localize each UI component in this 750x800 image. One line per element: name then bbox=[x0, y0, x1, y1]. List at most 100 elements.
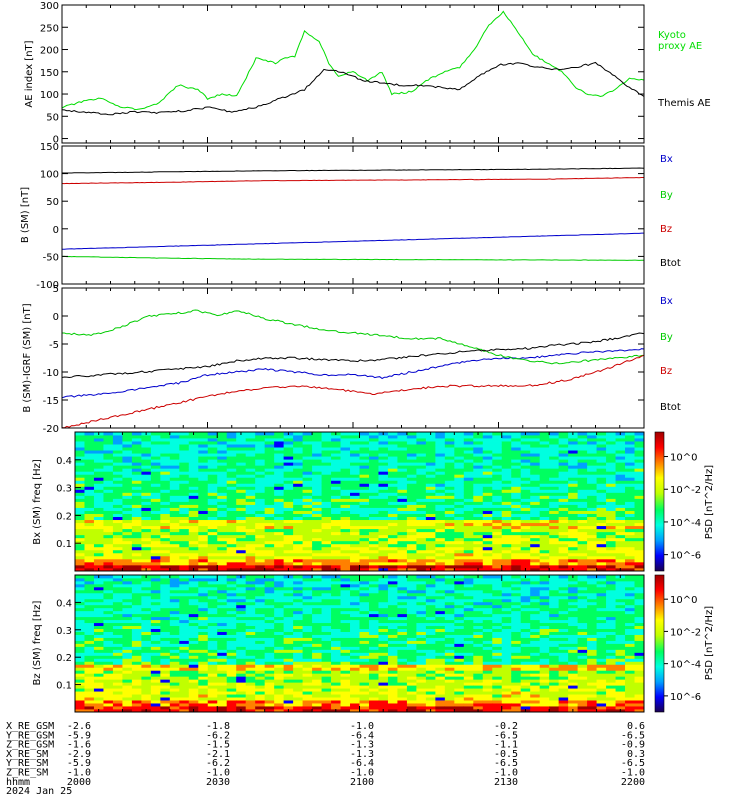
spectrogram-cell bbox=[368, 658, 379, 662]
spectrogram-cell bbox=[625, 525, 635, 530]
spectrogram-cell bbox=[188, 667, 199, 671]
spectrogram-cell bbox=[558, 552, 569, 557]
spectrogram-cell bbox=[416, 697, 427, 701]
spectrogram-cell bbox=[179, 528, 190, 533]
spectrogram-cell bbox=[274, 504, 285, 508]
spectrogram-cell bbox=[75, 580, 85, 585]
spectrogram-cell bbox=[606, 465, 616, 469]
spectrogram-cell bbox=[112, 604, 123, 609]
spectrogram-cell bbox=[634, 498, 645, 502]
spectrogram-cell bbox=[378, 522, 389, 527]
spectrogram-cell bbox=[179, 462, 190, 466]
spectrogram-cell bbox=[568, 450, 579, 454]
spectrogram-cell bbox=[255, 601, 266, 606]
spectrogram-cell bbox=[160, 465, 171, 469]
spectrogram-cell bbox=[492, 465, 503, 469]
spectrogram-cell bbox=[226, 543, 237, 548]
spectrogram-cell bbox=[160, 613, 171, 618]
spectrogram-cell bbox=[255, 459, 266, 463]
spectrogram-cell bbox=[387, 643, 398, 647]
spectrogram-cell bbox=[255, 552, 266, 557]
spectrogram-cell bbox=[463, 691, 474, 695]
spectrogram-cell bbox=[188, 489, 199, 493]
spectrogram-cell bbox=[150, 498, 161, 502]
spectrogram-cell bbox=[255, 673, 266, 677]
spectrogram-cell bbox=[264, 447, 275, 451]
spectrogram-cell bbox=[226, 450, 237, 454]
spectrogram-cell bbox=[492, 546, 503, 551]
spectrogram-cell bbox=[596, 519, 607, 524]
spectrogram-cell bbox=[387, 697, 398, 701]
spectrogram-cell bbox=[473, 552, 484, 557]
spectrogram-cell bbox=[169, 504, 180, 508]
spectrogram-cell bbox=[141, 679, 152, 683]
spectrogram-cell bbox=[615, 504, 626, 508]
spectrogram-cell bbox=[387, 438, 398, 442]
spectrogram-cell bbox=[331, 531, 341, 536]
spectrogram-cell bbox=[321, 546, 332, 551]
spectrogram-cell bbox=[122, 691, 133, 695]
spectrogram-cell bbox=[520, 516, 531, 521]
spectrogram-cell bbox=[169, 601, 180, 606]
spectrogram-cell bbox=[274, 652, 285, 656]
spectrogram-cell bbox=[387, 646, 398, 650]
spectrogram-cell bbox=[625, 498, 635, 502]
spectrogram-cell bbox=[397, 441, 408, 445]
spectrogram-cell bbox=[387, 655, 398, 659]
spectrogram-cell bbox=[122, 519, 133, 524]
spectrogram-cell bbox=[387, 640, 398, 644]
spectrogram-cell bbox=[368, 691, 379, 695]
spectrogram-cell bbox=[359, 595, 370, 600]
spectrogram-cell bbox=[150, 685, 161, 689]
spectrogram-cell bbox=[444, 643, 455, 647]
spectrogram-cell bbox=[93, 679, 104, 683]
spectrogram-cell bbox=[549, 498, 560, 502]
spectrogram-cell bbox=[207, 495, 218, 499]
spectrogram-cell bbox=[577, 564, 588, 569]
spectrogram-cell bbox=[473, 492, 484, 496]
spectrogram-cell bbox=[387, 468, 398, 472]
spectrogram-cell bbox=[188, 697, 199, 701]
spectrogram-cell bbox=[283, 438, 294, 442]
spectrogram-cell bbox=[198, 486, 209, 490]
spectrogram-cell bbox=[397, 543, 408, 548]
spectrogram-cell bbox=[444, 577, 455, 582]
spectrogram-cell bbox=[245, 453, 256, 457]
spectrogram-cell bbox=[293, 492, 303, 496]
spectrogram-cell bbox=[179, 706, 190, 710]
spectrogram-cell bbox=[207, 655, 218, 659]
spectrogram-cell bbox=[302, 703, 313, 707]
spectrogram-cell bbox=[302, 516, 313, 521]
spectrogram-cell bbox=[169, 477, 180, 481]
spectrogram-cell bbox=[482, 480, 493, 484]
spectrogram-cell bbox=[141, 564, 152, 569]
spectrogram-cell bbox=[93, 483, 104, 487]
spectrogram-cell bbox=[321, 664, 332, 668]
spectrogram-cell bbox=[188, 655, 199, 659]
spectrogram-cell bbox=[406, 567, 417, 572]
spectrogram-cell bbox=[141, 552, 152, 557]
spectrogram-cell bbox=[255, 495, 266, 499]
spectrogram-cell bbox=[84, 703, 95, 707]
spectrogram-cell bbox=[84, 658, 95, 662]
spectrogram-cell bbox=[416, 634, 427, 638]
spectrogram-cell bbox=[264, 700, 275, 704]
spectrogram-cell bbox=[226, 555, 237, 560]
spectrogram-cell bbox=[596, 567, 607, 572]
spectrogram-cell bbox=[283, 447, 294, 451]
spectrogram-cell bbox=[302, 625, 313, 630]
spectrogram-cell bbox=[463, 616, 474, 621]
spectrogram-cell bbox=[350, 489, 360, 493]
spectrogram-cell bbox=[302, 537, 313, 542]
spectrogram-cell bbox=[444, 456, 455, 460]
spectrogram-cell bbox=[236, 643, 247, 647]
spectrogram-cell bbox=[416, 589, 427, 594]
spectrogram-cell bbox=[179, 537, 190, 542]
spectrogram-cell bbox=[397, 676, 408, 680]
spectrogram-cell bbox=[293, 700, 303, 704]
spectrogram-cell bbox=[188, 438, 199, 442]
spectrogram-cell bbox=[340, 694, 351, 698]
spectrogram-cell bbox=[131, 691, 142, 695]
spectrogram-cell bbox=[397, 486, 408, 490]
spectrogram-cell bbox=[312, 583, 322, 588]
